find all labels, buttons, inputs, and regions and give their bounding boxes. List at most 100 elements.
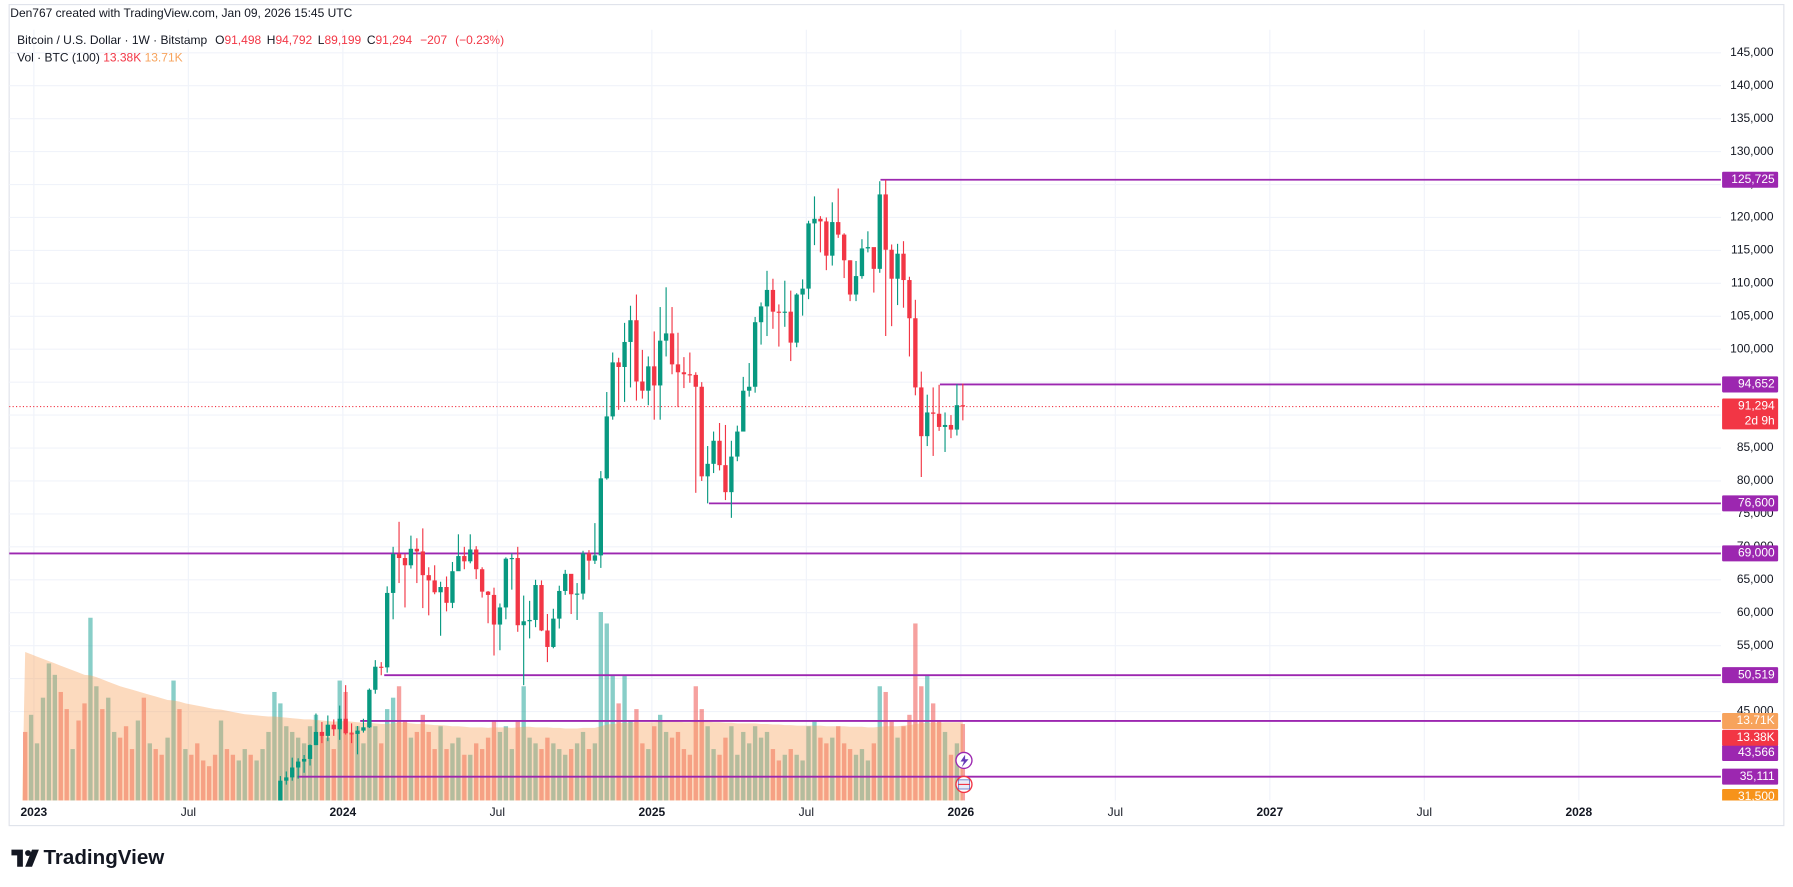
volume-bar xyxy=(46,663,52,801)
volume-bar xyxy=(248,754,253,801)
volume-bar xyxy=(224,749,230,801)
volume-bar xyxy=(954,743,960,801)
candle-body xyxy=(925,412,930,437)
candle-body xyxy=(859,248,865,277)
candle-body xyxy=(711,440,716,464)
candle-body xyxy=(438,587,443,593)
candle-body xyxy=(663,333,669,341)
candle-body xyxy=(420,551,425,576)
volume-bar xyxy=(236,760,241,801)
volume-bar xyxy=(396,686,402,801)
candle-body xyxy=(693,374,698,387)
volume-bar xyxy=(699,709,704,801)
candle-body xyxy=(402,558,408,566)
x-tick-label: 2028 xyxy=(1565,805,1592,819)
volume-bar xyxy=(800,760,805,801)
candle-body xyxy=(343,718,348,734)
candle-body xyxy=(865,247,871,249)
volume-bar xyxy=(634,709,639,801)
volume-bar xyxy=(165,737,170,801)
candle-body xyxy=(883,194,888,250)
level-tag-bg xyxy=(1722,667,1779,684)
level-tag: 35,111 xyxy=(1740,769,1775,783)
grid xyxy=(9,29,1721,801)
volume-header: Vol · BTC (100) 13.38K 13.71K xyxy=(17,50,182,64)
candle-body xyxy=(533,585,538,620)
volume-bar xyxy=(444,749,449,801)
symbol-header: Bitcoin / U.S. Dollar · 1W · Bitstamp O9… xyxy=(17,33,504,47)
volume-bar xyxy=(76,720,81,801)
candle-body xyxy=(367,689,372,728)
candle-body xyxy=(747,386,752,391)
candle-body xyxy=(764,289,770,307)
volume-bar xyxy=(509,749,514,801)
volume-bar xyxy=(438,726,443,801)
ohlc-prefix: O xyxy=(215,33,224,47)
volume-bar xyxy=(830,737,835,801)
y-tick-label: 80,000 xyxy=(1737,473,1774,487)
candle-body xyxy=(468,549,473,562)
candle-body xyxy=(699,386,704,477)
volume-bar xyxy=(788,749,793,801)
candle-body xyxy=(414,548,420,552)
candle-body xyxy=(646,366,651,391)
volume-bar xyxy=(889,720,894,801)
volume-layer xyxy=(22,612,966,801)
volume-bar xyxy=(212,754,218,801)
volume-bar xyxy=(776,760,782,801)
x-tick-label: Jul xyxy=(1417,805,1432,819)
last-price-tag: 91,294 xyxy=(1738,399,1775,413)
candle-body xyxy=(752,322,758,387)
volume-bar xyxy=(782,754,787,801)
candle-body xyxy=(741,390,746,432)
volume-bar xyxy=(616,703,621,801)
ohlc-prefix: C xyxy=(367,33,376,47)
volume-bar xyxy=(752,726,758,801)
candle-body xyxy=(687,374,693,376)
candle-body xyxy=(390,554,396,593)
candle-body xyxy=(325,724,331,736)
y-tick-label: 130,000 xyxy=(1730,144,1774,158)
volume-bar xyxy=(628,720,633,801)
volume-bar xyxy=(723,737,728,801)
candle-body xyxy=(557,590,562,619)
ohlc-value: 89,199 xyxy=(324,33,361,47)
volume-bar xyxy=(284,726,289,801)
level-tag-bg xyxy=(1722,545,1779,562)
volume-bar xyxy=(319,731,325,801)
volume-bar xyxy=(681,749,687,801)
candle-body xyxy=(515,558,520,626)
candle-body xyxy=(610,362,615,417)
volume-bar xyxy=(450,743,455,801)
volume-bar xyxy=(141,697,147,801)
level-tag: 76,600 xyxy=(1738,496,1775,510)
candle-body xyxy=(290,767,295,778)
x-tick-label: Jul xyxy=(1108,805,1123,819)
volume-bar xyxy=(758,737,764,801)
volume-last: 13.38K xyxy=(103,50,141,64)
candle-body xyxy=(681,372,687,375)
volume-bar xyxy=(836,726,841,801)
candle-body xyxy=(479,569,485,592)
candle-body xyxy=(295,761,301,768)
x-tick-label: Jul xyxy=(799,805,814,819)
x-tick-label: 2023 xyxy=(21,805,48,819)
volume-bar xyxy=(462,754,467,801)
volume-bar xyxy=(367,720,372,801)
candle-body xyxy=(307,745,313,759)
volume-bar xyxy=(646,749,651,801)
volume-bar xyxy=(711,749,716,801)
candle-body xyxy=(871,247,876,269)
volume-bar xyxy=(34,743,40,801)
volume-bar xyxy=(230,754,236,801)
candle-body xyxy=(930,412,936,414)
level-tag: 94,652 xyxy=(1738,377,1775,391)
candle-body xyxy=(355,730,360,734)
logo-mark xyxy=(25,850,31,857)
volume-bar xyxy=(420,714,425,801)
candle-body xyxy=(640,381,645,391)
volume-bar xyxy=(521,686,526,801)
volume-bar xyxy=(402,720,408,801)
volume-bar xyxy=(171,680,176,801)
candle-body xyxy=(812,218,817,224)
